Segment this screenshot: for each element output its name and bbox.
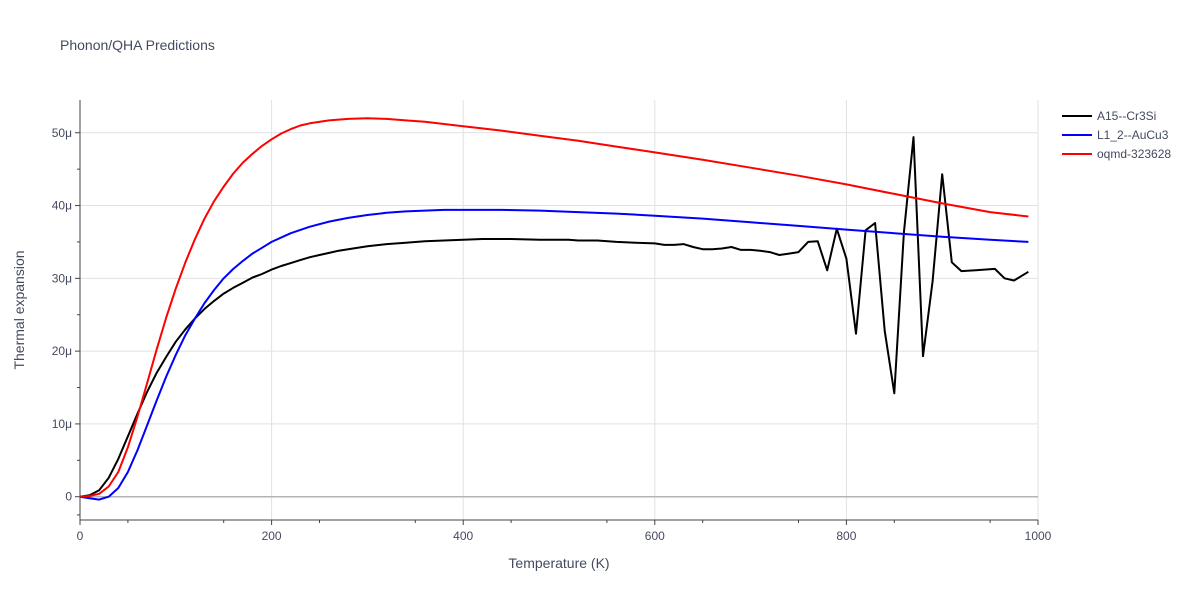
legend-item[interactable]: oqmd-323628 <box>1062 147 1171 161</box>
y-tick-label: 50μ <box>52 126 72 140</box>
series-line-0 <box>79 136 1029 498</box>
grid-lines <box>80 100 1039 520</box>
legend-label: A15--Cr3Si <box>1097 109 1156 123</box>
legend-item[interactable]: A15--Cr3Si <box>1062 109 1156 123</box>
legend[interactable]: A15--Cr3Si L1_2--AuCu3 oqmd-323628 <box>1062 109 1171 161</box>
series-line-2 <box>79 117 1029 498</box>
y-axis-title: Thermal expansion <box>11 250 27 369</box>
legend-label: L1_2--AuCu3 <box>1097 128 1169 142</box>
x-tick-label: 1000 <box>1025 529 1052 543</box>
x-tick-label: 0 <box>77 529 84 543</box>
y-tick-label: 40μ <box>52 199 72 213</box>
y-tick-label: 0 <box>65 490 72 504</box>
legend-label: oqmd-323628 <box>1097 147 1171 161</box>
series-lines <box>79 117 1029 501</box>
chart-title: Phonon/QHA Predictions <box>60 37 215 53</box>
axis-ticks: 0 200 400 600 800 1000 0 10μ 20μ 30μ 40μ 50μ <box>52 126 1052 543</box>
y-tick-label: 20μ <box>52 344 72 358</box>
x-tick-label: 400 <box>453 529 473 543</box>
x-axis-title: Temperature (K) <box>508 555 609 571</box>
y-tick-label: 30μ <box>52 271 72 285</box>
series-line-1 <box>79 208 1029 501</box>
y-tick-label: 10μ <box>52 417 72 431</box>
x-tick-label: 200 <box>262 529 282 543</box>
x-tick-label: 800 <box>836 529 856 543</box>
x-tick-label: 600 <box>645 529 665 543</box>
legend-item[interactable]: L1_2--AuCu3 <box>1062 128 1169 142</box>
